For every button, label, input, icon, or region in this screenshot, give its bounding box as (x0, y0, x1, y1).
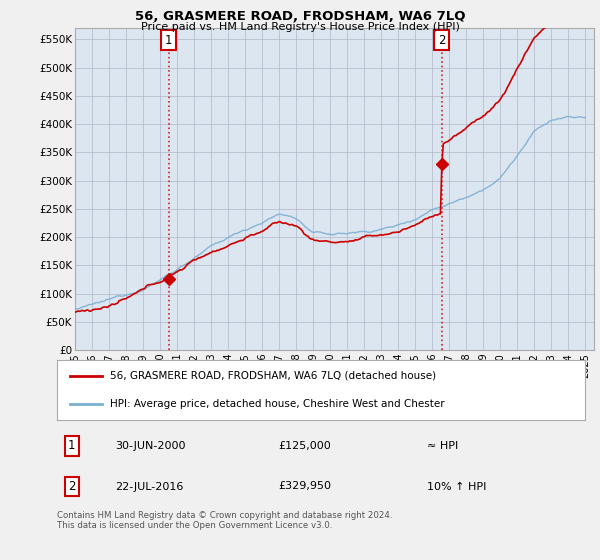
Text: 2: 2 (68, 480, 76, 493)
Text: 56, GRASMERE ROAD, FRODSHAM, WA6 7LQ: 56, GRASMERE ROAD, FRODSHAM, WA6 7LQ (135, 10, 465, 23)
Text: 56, GRASMERE ROAD, FRODSHAM, WA6 7LQ (detached house): 56, GRASMERE ROAD, FRODSHAM, WA6 7LQ (de… (110, 371, 436, 381)
Text: 1: 1 (165, 34, 172, 47)
Text: £125,000: £125,000 (279, 441, 332, 451)
Text: £329,950: £329,950 (279, 482, 332, 492)
Text: 10% ↑ HPI: 10% ↑ HPI (427, 482, 486, 492)
Text: Contains HM Land Registry data © Crown copyright and database right 2024.
This d: Contains HM Land Registry data © Crown c… (57, 511, 392, 530)
Text: 1: 1 (68, 440, 76, 452)
Text: 2: 2 (438, 34, 445, 47)
Text: 30-JUN-2000: 30-JUN-2000 (115, 441, 185, 451)
Text: 22-JUL-2016: 22-JUL-2016 (115, 482, 184, 492)
Text: Price paid vs. HM Land Registry's House Price Index (HPI): Price paid vs. HM Land Registry's House … (140, 22, 460, 32)
Text: HPI: Average price, detached house, Cheshire West and Chester: HPI: Average price, detached house, Ches… (110, 399, 445, 409)
Text: ≈ HPI: ≈ HPI (427, 441, 458, 451)
